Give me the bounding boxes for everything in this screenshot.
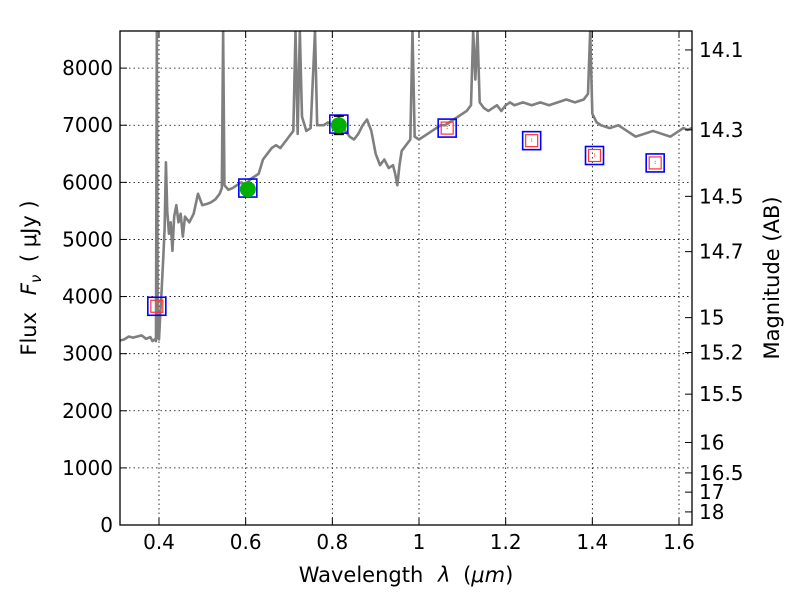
x-tick-label: 1.6 xyxy=(663,530,695,554)
spectrum xyxy=(120,31,692,343)
y2-tick-label: 14.3 xyxy=(699,118,744,142)
model-photometry-marker xyxy=(645,153,665,173)
y-tick-label: 6000 xyxy=(62,170,113,194)
y2-tick-label: 18 xyxy=(699,500,724,524)
y2-axis-label: Magnitude (AB) xyxy=(760,196,784,359)
y-tick-label: 8000 xyxy=(62,56,113,80)
x-tick-label: 1.4 xyxy=(576,530,608,554)
y-tick-label: 2000 xyxy=(62,399,113,423)
tick-labels: 0.4 0.6 0.8 1 1.2 1.4 1.6 0 1000 2000 3000 4000 5000… xyxy=(62,38,743,554)
upper-limit-marker xyxy=(150,299,164,313)
y2-tick-label: 15.2 xyxy=(699,341,744,365)
y-tick-label: 5000 xyxy=(62,227,113,251)
y2-tick-label: 16.5 xyxy=(699,461,744,485)
spectrum-line xyxy=(120,31,692,343)
model-photometry-marker xyxy=(437,118,457,138)
model-photometry-marker xyxy=(584,145,605,166)
model-photometry-marker xyxy=(147,296,167,317)
y2-tick-label: 16 xyxy=(699,430,724,454)
ticks xyxy=(120,31,692,526)
y-tick-label: 7000 xyxy=(62,113,113,137)
x-tick-label: 0.4 xyxy=(143,530,175,554)
x-tick-label: 1 xyxy=(413,530,426,554)
upper-limit-marker xyxy=(587,148,602,163)
upper-limit-marker xyxy=(648,156,662,170)
x-tick-label: 0.8 xyxy=(316,530,348,554)
plot-area xyxy=(120,31,692,343)
upper-limit-marker xyxy=(440,121,454,135)
upper-limit-marker xyxy=(525,134,539,148)
x-tick-label: 0.6 xyxy=(230,530,262,554)
y2-tick-label: 15.5 xyxy=(699,382,744,406)
model-photometry-marker xyxy=(521,130,542,151)
y-axis-label: Flux Fν ( μJy ) xyxy=(17,200,46,355)
y2-tick-label: 17 xyxy=(699,480,724,504)
y-tick-label: 3000 xyxy=(62,342,113,366)
observed-marker xyxy=(239,181,256,198)
plot-frame xyxy=(119,30,693,526)
y-tick-label: 4000 xyxy=(62,285,113,309)
markers xyxy=(147,114,665,317)
y2-tick-label: 14.5 xyxy=(699,184,744,208)
x-axis-label: Wavelength λ (μm) xyxy=(299,563,514,587)
y-tick-label: 0 xyxy=(100,513,113,537)
grid xyxy=(120,31,692,526)
y2-tick-label: 14.1 xyxy=(699,38,744,62)
y-tick-label: 1000 xyxy=(62,456,113,480)
y2-tick-label: 15 xyxy=(699,306,724,330)
observed-marker xyxy=(330,117,347,134)
y2-tick-label: 14.7 xyxy=(699,240,744,264)
x-tick-label: 1.2 xyxy=(490,530,522,554)
